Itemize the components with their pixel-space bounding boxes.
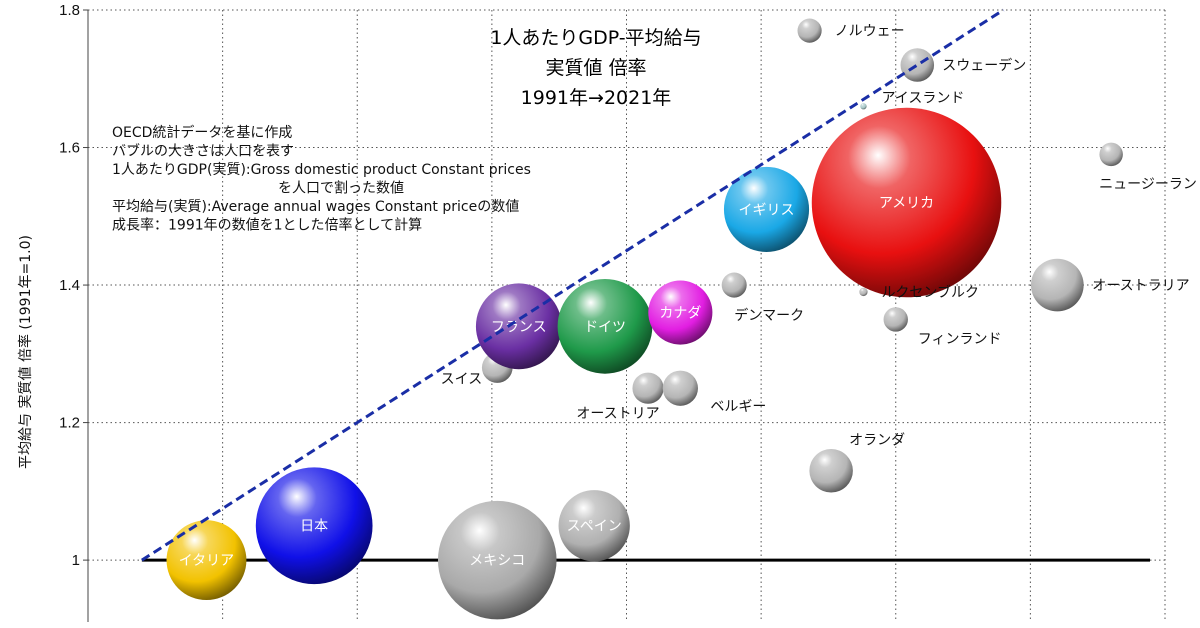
bubble-label: スペイン bbox=[567, 519, 622, 535]
bubble bbox=[811, 107, 1002, 298]
bubble bbox=[859, 287, 868, 297]
bubble-label: アイスランド bbox=[881, 90, 964, 106]
bubble-group: フランス bbox=[475, 283, 562, 370]
note-line: 平均給与(実質):Average annual wages Constant p… bbox=[112, 199, 519, 215]
bubble bbox=[662, 370, 698, 406]
bubble-label: 日本 bbox=[300, 519, 328, 535]
y-tick-label: 1 bbox=[72, 552, 80, 569]
y-tick-labels: 1 1.2 1.4 1.6 1.8 bbox=[59, 2, 80, 569]
bubble-label: オーストリア bbox=[576, 406, 659, 422]
bubble bbox=[557, 278, 653, 374]
bubble-label: ルクセンブルク bbox=[881, 284, 979, 301]
bubble bbox=[558, 490, 630, 562]
bubble-group: デンマーク bbox=[721, 272, 804, 324]
bubble-group: ルクセンブルク bbox=[859, 284, 979, 301]
bubble-group: フィンランド bbox=[883, 307, 1002, 347]
bubble-group: オーストラリア bbox=[1030, 258, 1190, 312]
bubble-group: イタリア bbox=[166, 520, 247, 601]
bubble-label: イタリア bbox=[179, 553, 234, 569]
bubble-group: スペイン bbox=[558, 490, 630, 562]
reference-line bbox=[141, 8, 1005, 562]
bubble-label: スイス bbox=[441, 372, 483, 388]
bubble-group: スウェーデン bbox=[900, 48, 1026, 82]
bubble bbox=[632, 372, 664, 404]
bubble-label: イギリス bbox=[739, 202, 795, 218]
bubble bbox=[797, 18, 822, 43]
y-axis-label: 平均給与 実質値 倍率 (1991年=1.0) bbox=[17, 235, 34, 469]
bubble-group: アイスランド bbox=[860, 90, 964, 110]
bubble-label: ドイツ bbox=[584, 319, 626, 335]
bubble-group: イギリス bbox=[723, 166, 810, 252]
bubble bbox=[900, 48, 935, 82]
reference-diagonal bbox=[141, 8, 1005, 562]
bubble-label: オランダ bbox=[849, 433, 905, 449]
bubble-group: メキシコ bbox=[437, 500, 557, 620]
bubble bbox=[255, 467, 373, 585]
bubble-group: 日本 bbox=[255, 467, 373, 585]
bubble bbox=[860, 103, 867, 110]
bubble-group: オーストリア bbox=[576, 372, 664, 422]
bubble-group: カナダ bbox=[648, 280, 713, 345]
title-line: 1人あたりGDP-平均給与 bbox=[490, 27, 701, 49]
bubble-group: ノルウェー bbox=[797, 18, 905, 43]
bubble-label: アメリカ bbox=[879, 196, 934, 212]
bubble bbox=[166, 520, 247, 601]
bubble-label: メキシコ bbox=[469, 553, 525, 569]
title-line: 1991年→2021年 bbox=[521, 87, 672, 109]
bubble-group: アメリカ bbox=[811, 107, 1002, 298]
bubble-label: フィンランド bbox=[918, 331, 1002, 347]
note-line: バブルの大きさは人口を表す bbox=[112, 143, 294, 160]
note-line: を人口で割った数値 bbox=[278, 180, 404, 197]
bubble bbox=[1099, 142, 1123, 167]
bubble bbox=[1030, 258, 1084, 312]
bubble bbox=[721, 272, 747, 298]
bubble-group: ドイツ bbox=[557, 278, 653, 374]
bubble bbox=[883, 307, 908, 332]
y-tick-label: 1.2 bbox=[59, 415, 80, 432]
bubble-label: スウェーデン bbox=[942, 57, 1026, 74]
axes bbox=[83, 9, 89, 622]
bubble-label: デンマーク bbox=[734, 307, 804, 324]
y-tick-label: 1.4 bbox=[59, 277, 80, 294]
bubble bbox=[475, 283, 562, 370]
bubble-label: フランス bbox=[491, 319, 547, 335]
title-line: 実質値 倍率 bbox=[545, 57, 646, 79]
bubble-group: ベルギー bbox=[662, 370, 766, 415]
bubble-label: ベルギー bbox=[710, 399, 766, 415]
bubble-group: オランダ bbox=[809, 433, 905, 493]
bubble bbox=[437, 500, 557, 620]
y-tick-label: 1.6 bbox=[59, 140, 80, 157]
bubble-label: カナダ bbox=[659, 306, 701, 322]
y-tick-label: 1.8 bbox=[59, 2, 80, 19]
bubble-label: オーストラリア bbox=[1092, 278, 1189, 294]
bubble bbox=[809, 448, 853, 493]
bubble bbox=[723, 166, 810, 252]
bubble-label: ニュージーランド bbox=[1099, 176, 1200, 192]
bubble-label: ノルウェー bbox=[835, 24, 905, 40]
bubble bbox=[648, 280, 713, 345]
note-line: OECD統計データを基に作成 bbox=[112, 124, 292, 141]
note-line: 成長率：1991年の数値を1とした倍率として計算 bbox=[112, 217, 422, 234]
note-line: 1人あたりGDP(実質):Gross domestic product Cons… bbox=[112, 162, 531, 178]
bubble-group: ニュージーランド bbox=[1099, 142, 1200, 192]
